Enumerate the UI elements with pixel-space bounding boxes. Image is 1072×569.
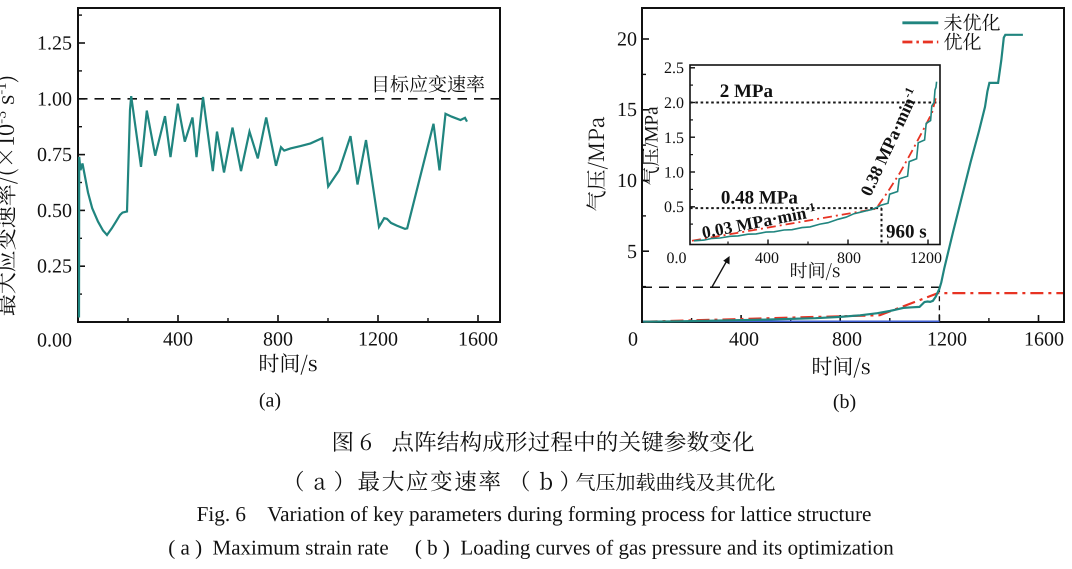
- svg-text:1200: 1200: [358, 329, 398, 351]
- svg-text:800: 800: [263, 329, 293, 351]
- svg-text:400: 400: [755, 250, 779, 267]
- svg-text:(a): (a): [259, 390, 281, 412]
- svg-text:20: 20: [617, 29, 637, 51]
- svg-text:400: 400: [163, 329, 193, 351]
- svg-text:5: 5: [627, 241, 637, 263]
- svg-text:1.00: 1.00: [37, 88, 72, 110]
- svg-text:0.48 MPa: 0.48 MPa: [721, 188, 799, 209]
- svg-text:800: 800: [837, 250, 861, 267]
- svg-text:0.50: 0.50: [37, 200, 72, 222]
- svg-text:2.5: 2.5: [664, 60, 684, 77]
- svg-text:2.0: 2.0: [664, 95, 684, 112]
- svg-text:1200: 1200: [927, 329, 967, 351]
- svg-text:(b): (b): [833, 391, 856, 413]
- svg-text:400: 400: [729, 329, 759, 351]
- svg-text:1.5: 1.5: [664, 130, 684, 147]
- svg-text:1.25: 1.25: [37, 33, 72, 55]
- svg-text:1200: 1200: [910, 250, 942, 267]
- svg-text:960 s: 960 s: [886, 221, 927, 242]
- svg-text:Fig. 6 Variation of key par: Fig. 6 Variation of key parameters durin…: [197, 502, 872, 526]
- svg-text:0: 0: [628, 329, 638, 351]
- svg-text:800: 800: [832, 329, 862, 351]
- svg-text:0.25: 0.25: [37, 256, 72, 278]
- svg-text:0.00: 0.00: [37, 330, 72, 352]
- svg-text:2 MPa: 2 MPa: [720, 81, 774, 102]
- svg-text:0.5: 0.5: [664, 199, 684, 216]
- svg-text:15: 15: [617, 99, 637, 121]
- svg-text:1600: 1600: [458, 329, 498, 351]
- svg-text:( a ) Maximum strain rate: ( a ) Maximum strain rate ( b ) Loading …: [168, 536, 894, 560]
- svg-text:0.75: 0.75: [37, 144, 72, 166]
- svg-text:10: 10: [617, 170, 637, 192]
- svg-text:/MPa: /MPa: [642, 106, 663, 148]
- svg-text:0.0: 0.0: [667, 250, 687, 267]
- svg-text:1.0: 1.0: [664, 165, 684, 182]
- svg-text:1600: 1600: [1024, 329, 1064, 351]
